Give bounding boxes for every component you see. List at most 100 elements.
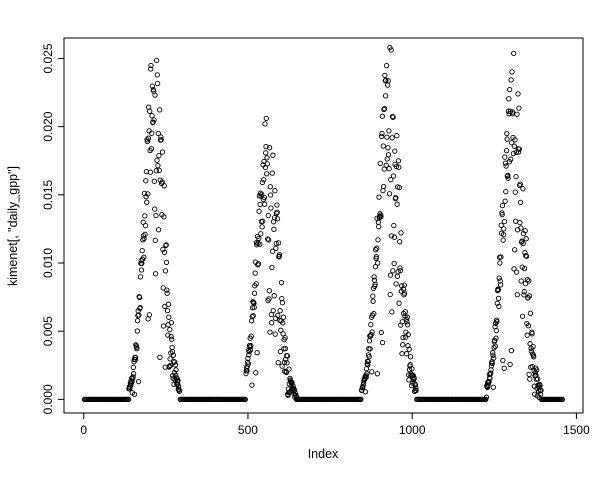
- data-point: [269, 170, 275, 176]
- data-point: [491, 355, 497, 361]
- data-point: [175, 383, 182, 389]
- data-point: [265, 212, 271, 219]
- data-point: [292, 390, 298, 396]
- data-point: [502, 154, 508, 160]
- data-point: [500, 237, 506, 243]
- data-point: [130, 376, 136, 382]
- data-point: [371, 274, 377, 280]
- data-point: [149, 113, 155, 119]
- data-point: [279, 363, 285, 369]
- data-point: [403, 351, 410, 357]
- data-point: [249, 382, 255, 388]
- data-point: [132, 356, 138, 363]
- data-point: [255, 262, 261, 268]
- data-point: [369, 329, 375, 335]
- data-point: [513, 173, 519, 180]
- data-point: [369, 312, 376, 318]
- data-point: [289, 379, 295, 386]
- data-point: [535, 376, 541, 382]
- data-point: [148, 66, 154, 72]
- data-point: [502, 198, 508, 204]
- data-point: [386, 166, 392, 172]
- data-point: [384, 156, 390, 162]
- data-point: [378, 133, 385, 140]
- data-point: [370, 298, 376, 304]
- data-point: [401, 290, 408, 296]
- data-point: [383, 62, 390, 69]
- data-point: [491, 345, 497, 351]
- data-point: [280, 314, 287, 320]
- data-point: [277, 348, 284, 355]
- data-point: [515, 149, 522, 155]
- data-point: [507, 361, 513, 368]
- data-point: [158, 134, 164, 140]
- data-point: [254, 349, 260, 356]
- data-point: [291, 387, 298, 393]
- data-point: [391, 234, 398, 240]
- data-point: [508, 347, 515, 354]
- data-point: [274, 216, 281, 222]
- data-point: [510, 150, 517, 157]
- data-point: [524, 276, 531, 283]
- data-point: [396, 300, 402, 306]
- data-point: [405, 331, 411, 338]
- data-point: [411, 375, 417, 382]
- data-point: [366, 353, 372, 360]
- data-point: [267, 184, 273, 190]
- data-point: [511, 50, 517, 57]
- data-point: [259, 224, 265, 230]
- data-point: [513, 269, 520, 275]
- data-point: [153, 212, 159, 219]
- data-point: [284, 353, 291, 359]
- data-point: [158, 137, 164, 143]
- data-point: [396, 184, 403, 191]
- data-point: [413, 387, 419, 394]
- data-point: [144, 138, 151, 145]
- data-point: [521, 265, 528, 272]
- data-point: [498, 222, 504, 228]
- y-axis-label: kimenet[, "daily_gpp"]: [6, 166, 20, 286]
- data-point: [275, 359, 281, 366]
- data-point: [496, 275, 502, 281]
- data-point: [490, 384, 496, 390]
- data-point: [138, 257, 144, 264]
- data-point: [402, 309, 408, 315]
- data-point: [369, 369, 375, 375]
- data-point: [130, 364, 136, 371]
- data-point: [497, 282, 504, 288]
- data-point: [132, 354, 139, 361]
- data-point: [504, 136, 510, 142]
- data-point: [517, 199, 524, 206]
- data-point: [277, 308, 283, 314]
- data-point: [384, 134, 390, 140]
- data-point: [248, 318, 255, 324]
- data-point: [378, 329, 384, 336]
- data-point: [290, 383, 296, 389]
- data-point: [537, 382, 543, 388]
- data-point: [507, 86, 513, 93]
- data-point: [137, 274, 144, 280]
- data-point: [157, 354, 163, 361]
- data-point: [167, 362, 174, 369]
- data-point: [265, 236, 271, 242]
- data-point: [257, 190, 264, 196]
- data-point: [248, 333, 254, 339]
- data-point: [264, 155, 270, 161]
- data-point: [404, 314, 410, 320]
- data-point: [527, 376, 533, 382]
- data-point: [259, 179, 266, 186]
- data-point: [497, 260, 503, 266]
- data-point: [273, 245, 279, 252]
- data-point: [166, 314, 172, 320]
- data-point: [243, 370, 249, 377]
- data-point: [251, 290, 258, 296]
- data-point: [248, 343, 254, 349]
- data-point: [136, 294, 143, 301]
- data-point: [488, 370, 494, 376]
- data-point: [154, 72, 160, 78]
- data-point: [377, 160, 383, 167]
- data-point: [155, 130, 161, 137]
- data-point: [126, 396, 132, 403]
- data-point: [522, 228, 528, 234]
- data-point: [493, 327, 499, 334]
